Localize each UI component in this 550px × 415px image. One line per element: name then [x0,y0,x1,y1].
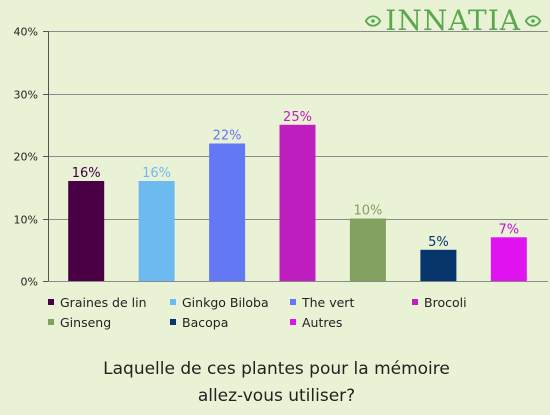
legend-label: Autres [302,314,343,330]
legend-label: Brocoli [424,294,467,310]
leaf-icon [365,14,382,27]
y-axis: 0% 10% 20% 30% 40% [14,26,49,289]
bar-value-label: 7% [498,222,519,237]
legend-label: Ginkgo Biloba [182,294,269,310]
legend-label: Ginseng [60,314,112,330]
innatia-logo: INNATIA [364,4,542,37]
bar [68,181,105,281]
bars [68,124,527,282]
legend-item: The vert [290,294,412,310]
question-line-1: Laquelle de ces plantes pour la mémoire [103,359,450,379]
legend-item: Graines de lin [48,294,170,310]
bar-value-label: 5% [428,235,449,250]
bar-value-label: 25% [283,110,312,125]
legend: Graines de lin Ginkgo Biloba The vert Broco… [48,294,548,330]
legend-label: The vert [302,294,355,310]
bar [279,124,316,282]
legend-swatch [170,299,176,305]
legend-swatch [48,299,54,305]
question-line-2: allez-vous utiliser? [197,386,356,406]
legend-item: Autres [290,314,412,330]
y-tick-label: 40% [14,26,38,39]
poll-question: Laquelle de ces plantes pour la mémoire … [0,356,550,410]
y-tick-label: 10% [14,214,38,227]
logo-text: INNATIA [385,4,521,37]
bar-value-label: 10% [353,204,382,219]
value-labels: 16% 16% 22% 25% 10% 5% 7% [72,110,519,250]
bar [349,218,386,281]
legend-label: Bacopa [182,314,229,330]
y-tick-label: 0% [21,276,38,289]
y-tick-label: 30% [14,89,38,102]
legend-item: Ginkgo Biloba [170,294,290,310]
bar [209,143,246,281]
legend-item: Bacopa [170,314,290,330]
bar-value-label: 22% [213,129,242,144]
legend-label: Graines de lin [60,294,147,310]
legend-swatch [412,299,418,305]
bar [420,249,457,282]
leaf-icon [524,14,542,27]
legend-item: Brocoli [412,294,532,310]
legend-swatch [48,319,54,325]
bar-value-label: 16% [142,166,171,181]
bar-value-label: 16% [72,166,101,181]
legend-swatch [290,299,296,305]
bar [138,181,175,281]
y-tick-label: 20% [14,151,38,164]
legend-swatch [290,319,296,325]
legend-swatch [170,319,176,325]
legend-item: Ginseng [48,314,170,330]
bar [490,237,527,282]
